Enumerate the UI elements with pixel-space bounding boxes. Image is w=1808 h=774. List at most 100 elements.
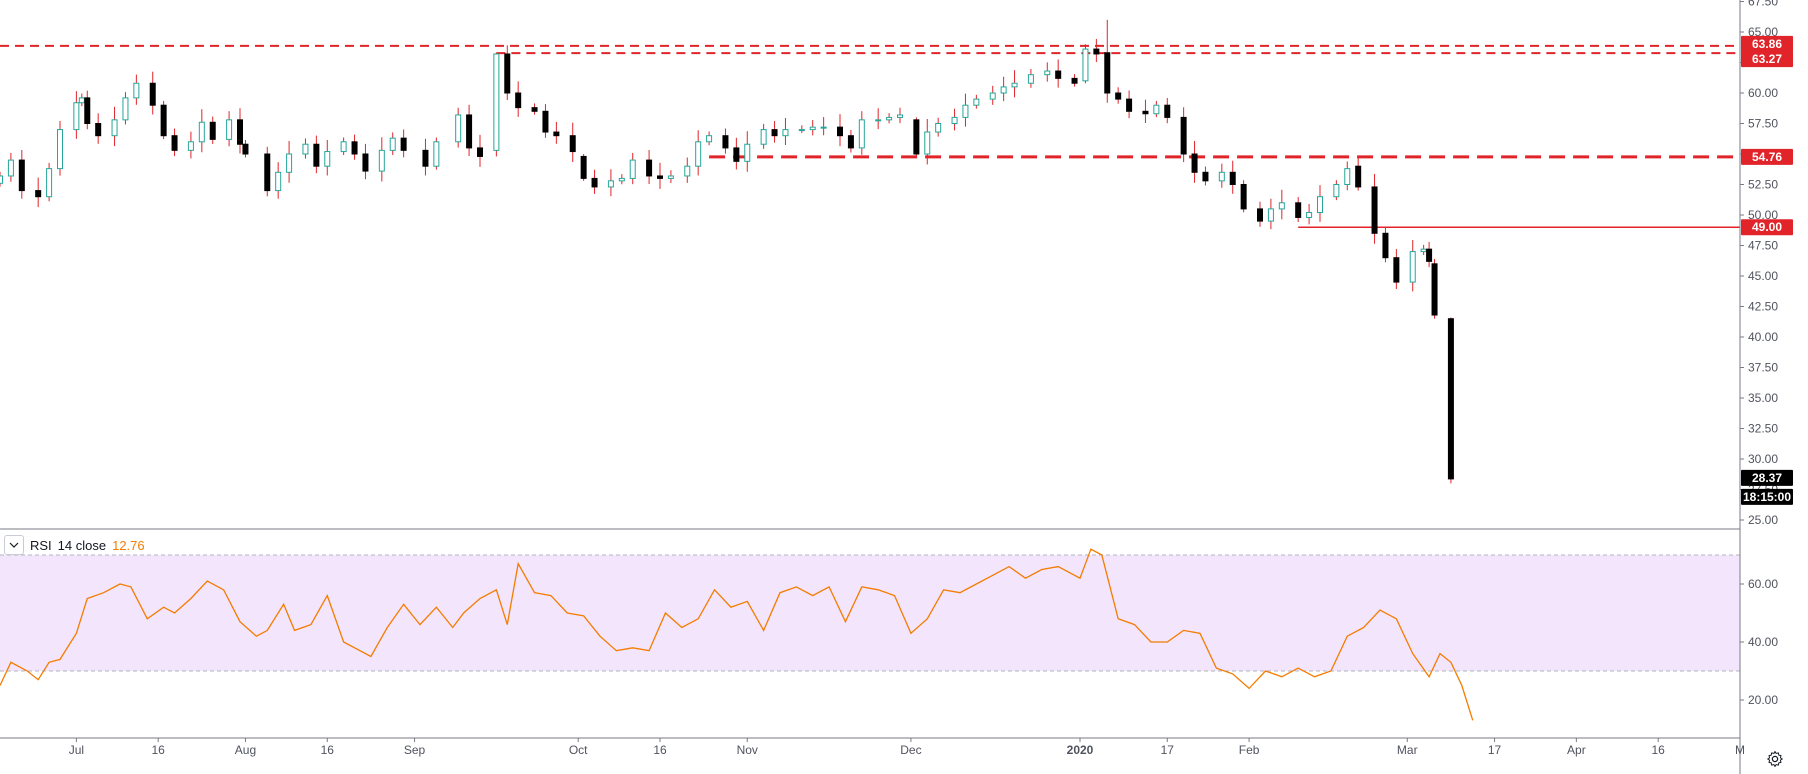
chart-settings-button[interactable] <box>1762 746 1788 772</box>
candle-body <box>553 131 560 137</box>
candle <box>897 107 903 124</box>
candle-body <box>264 153 271 192</box>
candle-body <box>760 129 767 145</box>
candle <box>95 113 102 144</box>
candle-body <box>1180 116 1187 155</box>
last-price-tag-bg <box>1741 469 1793 486</box>
candle-body <box>78 97 85 104</box>
candle-body <box>1240 184 1247 210</box>
price-tick-label: 67.50 <box>1748 0 1778 9</box>
time-tick-label: 16 <box>152 743 166 757</box>
candle-body <box>275 171 282 192</box>
candle-body <box>1229 171 1236 186</box>
candle-body <box>744 143 751 162</box>
candle <box>1164 98 1171 124</box>
candle-body <box>886 116 893 121</box>
candle <box>133 74 140 105</box>
candle-body <box>340 141 347 153</box>
candle-body <box>237 119 243 145</box>
candle <box>286 140 293 183</box>
candle <box>1371 173 1378 244</box>
candle-body <box>1218 171 1225 182</box>
candle-body <box>1371 186 1378 234</box>
time-tick-label: 17 <box>1488 743 1502 757</box>
rsi-tick-label: 20.00 <box>1748 693 1778 707</box>
rsi-band <box>0 554 1740 672</box>
candle <box>111 106 118 147</box>
candle-body <box>84 97 91 124</box>
candle-body <box>133 82 140 99</box>
candle-body <box>95 123 102 137</box>
level-tag-63-27-text: 63.27 <box>1752 52 1782 66</box>
candle-body <box>1055 70 1062 79</box>
candle <box>667 170 674 183</box>
candle-body <box>1202 171 1209 182</box>
candle-body <box>57 129 63 170</box>
candle <box>782 118 789 145</box>
candle <box>1229 160 1236 194</box>
candle-body <box>897 114 903 118</box>
candle-body <box>422 149 429 167</box>
candle-body <box>973 98 980 106</box>
candle-body <box>1011 82 1018 88</box>
price-tick-label: 35.00 <box>1748 391 1778 405</box>
candle-body <box>935 123 942 133</box>
candle <box>1104 19 1111 103</box>
candle-body <box>542 110 549 133</box>
candle-body <box>378 149 385 172</box>
candle <box>1142 99 1149 124</box>
candle <box>722 128 729 154</box>
candle <box>7 152 14 182</box>
candle <box>171 128 178 157</box>
candle <box>226 111 233 147</box>
price-tick-label: 37.50 <box>1748 361 1778 375</box>
candle <box>264 146 271 197</box>
candle <box>837 114 843 147</box>
price-tick-label: 32.50 <box>1748 422 1778 436</box>
candle <box>160 100 167 140</box>
candle-body <box>629 159 636 179</box>
candle <box>531 103 538 115</box>
candle <box>46 162 53 202</box>
candle <box>35 177 42 208</box>
candle <box>1218 163 1225 188</box>
candle <box>378 137 385 182</box>
candle-body <box>226 119 233 140</box>
candle-body <box>569 135 576 153</box>
price-tick-label: 65.00 <box>1748 25 1778 39</box>
countdown-tag-bg <box>1741 488 1793 505</box>
candle <box>935 117 942 137</box>
candle <box>515 81 522 117</box>
candle <box>209 116 216 144</box>
candle-body <box>149 82 156 106</box>
rsi-band-fill <box>0 555 1740 671</box>
price-tick-label: 52.50 <box>1748 178 1778 192</box>
rsi-collapse-button[interactable] <box>4 535 24 555</box>
candle <box>57 120 63 176</box>
level-tag-54-76-bg <box>1741 148 1793 165</box>
candle <box>1431 258 1438 319</box>
candle <box>389 132 396 155</box>
candle-body <box>591 177 598 188</box>
candle-body <box>73 102 80 131</box>
candle <box>924 118 931 165</box>
candle <box>1071 74 1078 87</box>
last-price-tag: 28.37 <box>1741 469 1793 486</box>
candle <box>1295 197 1302 223</box>
candle <box>1306 203 1313 225</box>
candle <box>73 91 80 139</box>
candle-body <box>286 153 293 173</box>
candle-body <box>924 131 931 155</box>
candle-body <box>1164 104 1171 118</box>
candle-body <box>962 104 969 118</box>
candle-body <box>171 135 178 151</box>
level-tag-49-00-bg <box>1741 219 1793 236</box>
rsi-series-line <box>0 548 1474 721</box>
candle <box>962 93 969 127</box>
candle-body <box>0 175 3 184</box>
candle <box>1393 249 1400 290</box>
candle <box>1278 189 1285 220</box>
candle-body <box>46 168 53 198</box>
candle-body <box>1093 48 1100 55</box>
